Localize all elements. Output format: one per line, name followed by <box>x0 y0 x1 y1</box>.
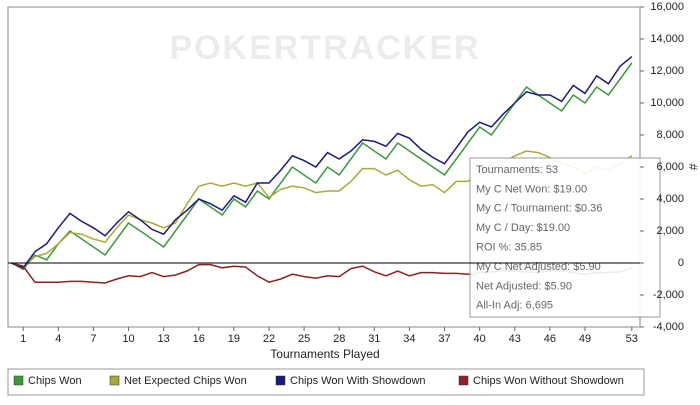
x-tick-label: 37 <box>438 333 450 345</box>
tooltip: Tournaments: 53 My C Net Won: $19.00 My C … <box>469 157 661 318</box>
x-tick-label: 4 <box>55 333 61 345</box>
tooltip-line: All-In Adj: 6,695 <box>476 300 553 312</box>
y-tick-label: 4,000 <box>656 193 684 205</box>
tooltip-line: Net Adjusted: $5.90 <box>476 280 572 292</box>
x-tick-label: 46 <box>544 333 556 345</box>
series-line <box>11 150 633 269</box>
legend-label: Chips Won With Showdown <box>290 375 426 387</box>
x-tick-label: 1 <box>20 333 26 345</box>
x-tick-label: 7 <box>90 333 96 345</box>
x-tick-label: 40 <box>474 333 486 345</box>
y-tick-label: 10,000 <box>650 97 684 109</box>
x-tick-label: 10 <box>122 333 134 345</box>
tooltip-line: ROI %: 35.85 <box>476 242 542 254</box>
y-tick-label: 8,000 <box>656 129 684 141</box>
y-tick-label: 6,000 <box>656 161 684 173</box>
watermark: POKERTRACKER <box>169 29 480 67</box>
y-axis-title: # <box>686 164 700 171</box>
y-tick-label: 2,000 <box>656 225 684 237</box>
y-tick-label: -2,000 <box>653 289 684 301</box>
x-tick-label: 53 <box>626 333 638 345</box>
tooltip-line: My C / Day: $19.00 <box>476 222 570 234</box>
tooltip-line: My C Net Won: $19.00 <box>476 183 587 195</box>
x-tick-label: 19 <box>228 333 240 345</box>
tooltip-box <box>469 157 661 318</box>
y-tick-label: 0 <box>678 257 684 269</box>
x-tick-label: 25 <box>298 333 310 345</box>
x-tick-label: 34 <box>403 333 415 345</box>
tooltip-line: Tournaments: 53 <box>476 164 558 176</box>
legend-label: Chips Won <box>28 375 82 387</box>
series-line <box>11 62 633 271</box>
x-tick-label: 49 <box>579 333 591 345</box>
y-tick-label: 14,000 <box>650 33 684 45</box>
series-line <box>11 56 633 269</box>
x-tick-label: 43 <box>509 333 521 345</box>
legend-label: Net Expected Chips Won <box>124 375 247 387</box>
x-tick-label: 31 <box>368 333 380 345</box>
x-tick-label: 28 <box>333 333 345 345</box>
tooltip-line: My C Net Adjusted: $5.90 <box>476 261 601 273</box>
legend-swatch <box>275 375 286 386</box>
legend-swatch <box>13 375 24 386</box>
legend-swatch <box>109 375 120 386</box>
y-tick-label: 16,000 <box>650 1 684 13</box>
tooltip-line: My C / Tournament: $0.36 <box>476 203 602 215</box>
x-tick-label: 13 <box>158 333 170 345</box>
legend-label: Chips Won Without Showdown <box>473 375 624 387</box>
legend-swatch <box>458 375 469 386</box>
x-tick-label: 16 <box>193 333 205 345</box>
y-tick-label: -4,000 <box>653 321 684 333</box>
x-axis-title: Tournaments Played <box>270 347 379 361</box>
x-tick-label: 22 <box>263 333 275 345</box>
y-tick-label: 12,000 <box>650 65 684 77</box>
